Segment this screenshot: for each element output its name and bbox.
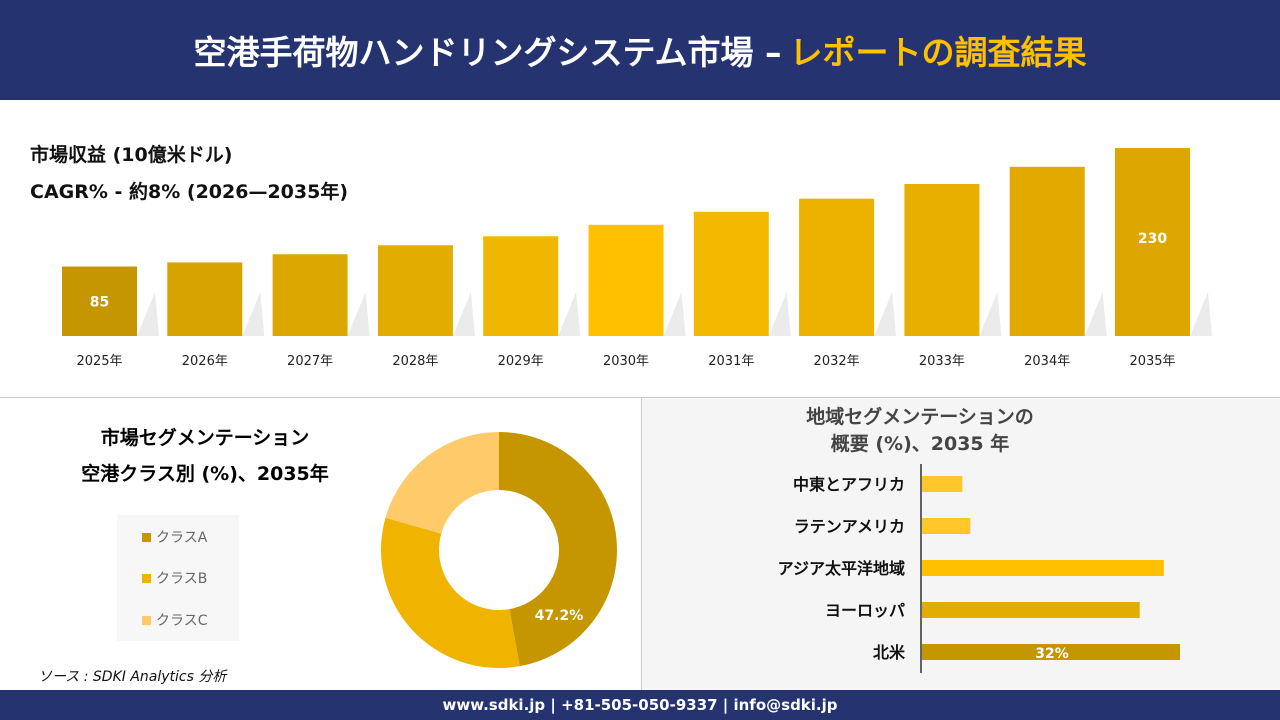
legend-swatch — [142, 573, 151, 583]
region-bar — [922, 560, 1164, 576]
bar-shadow — [768, 292, 791, 336]
x-tick-label: 2027年 — [287, 354, 333, 369]
x-tick-label: 2033年 — [919, 354, 965, 369]
bar-shadow — [1084, 292, 1107, 336]
bar-shadow — [874, 292, 897, 336]
region-label: ラテンアメリカ — [794, 517, 905, 536]
revenue-bar — [62, 266, 137, 336]
donut-data-label: 47.2% — [535, 608, 584, 624]
revenue-bar — [693, 211, 769, 336]
bar-shadow — [347, 292, 370, 336]
bar-shadow — [452, 292, 475, 336]
cagr-text: CAGR% - 約8% (2026—2035年) — [30, 181, 349, 203]
legend-item-c: クラスC — [142, 610, 208, 630]
legend-swatch — [142, 615, 151, 625]
revenue-bar — [483, 236, 559, 336]
segment-title-line2: 空港クラス別 (%)、2035年 — [81, 463, 329, 485]
legend-label: クラスC — [156, 613, 208, 629]
section-divider — [0, 397, 1280, 398]
segment-title-line1: 市場セグメンテーション — [100, 427, 310, 449]
donut-slice — [385, 431, 499, 534]
report-title-accent: レポートの調査結果 — [789, 33, 1087, 72]
x-tick-label: 2030年 — [603, 354, 649, 369]
legend-item-b: クラスB — [142, 568, 207, 588]
source-note: ソース : SDKI Analytics 分析 — [38, 669, 227, 685]
x-tick-label: 2032年 — [814, 354, 860, 369]
legend-item-a: クラスA — [142, 527, 207, 547]
x-tick-label: 2029年 — [498, 354, 544, 369]
bar-data-label: 85 — [90, 294, 109, 310]
donut-legend: クラスA クラスB クラスC — [117, 515, 239, 641]
region-label: 中東とアフリカ — [793, 475, 905, 494]
region-title-line2: 概要 (%)、2035 年 — [830, 433, 1010, 455]
region-data-label: 32% — [1035, 646, 1069, 662]
donut-slice — [499, 432, 617, 667]
region-bar — [922, 602, 1140, 618]
revenue-title: 市場収益 (10億米ドル) — [30, 144, 233, 166]
region-bar — [922, 518, 971, 534]
bar-shadow — [1190, 292, 1212, 336]
bar-shadow — [979, 292, 1002, 336]
region-title: 地域セグメンテーションの 概要 (%)、2035 年 — [760, 404, 1080, 458]
bar-shadow — [137, 292, 159, 336]
region-bar — [922, 644, 1180, 660]
legend-label: クラスB — [156, 571, 208, 587]
region-title-line1: 地域セグメンテーションの — [806, 406, 1034, 428]
region-panel — [641, 398, 1280, 690]
x-tick-label: 2035年 — [1129, 354, 1175, 369]
region-bar — [922, 476, 963, 492]
region-label: アジア太平洋地域 — [778, 559, 905, 578]
bar-data-label: 230 — [1138, 231, 1167, 247]
x-tick-label: 2031年 — [708, 354, 754, 369]
legend-label: クラスA — [156, 530, 208, 546]
bar-shadow — [558, 292, 581, 336]
donut-slice — [381, 517, 520, 668]
revenue-bar — [272, 254, 348, 336]
report-title: 空港手荷物ハンドリングシステム市場 – — [193, 33, 782, 72]
x-tick-label: 2025年 — [76, 354, 122, 369]
revenue-bar — [1009, 166, 1085, 336]
x-tick-label: 2034年 — [1024, 354, 1070, 369]
legend-swatch — [142, 532, 151, 542]
x-tick-label: 2028年 — [392, 354, 438, 369]
bar-shadow — [242, 292, 265, 336]
revenue-bar — [588, 224, 664, 336]
revenue-bar — [904, 183, 980, 336]
report-header: 空港手荷物ハンドリングシステム市場 – レポートの調査結果 — [0, 0, 1280, 100]
bar-shadow — [663, 292, 686, 336]
segment-title: 市場セグメンテーション 空港クラス別 (%)、2035年 — [30, 420, 380, 492]
region-label: 北米 — [873, 643, 906, 662]
revenue-bar — [799, 198, 875, 336]
footer-contact: www.sdki.jp | +81-505-050-9337 | info@sd… — [0, 690, 1280, 720]
x-tick-label: 2026年 — [182, 354, 228, 369]
region-label: ヨーロッパ — [825, 601, 905, 620]
revenue-bar — [1115, 148, 1190, 336]
revenue-bar — [377, 245, 453, 336]
revenue-bar — [167, 262, 243, 336]
